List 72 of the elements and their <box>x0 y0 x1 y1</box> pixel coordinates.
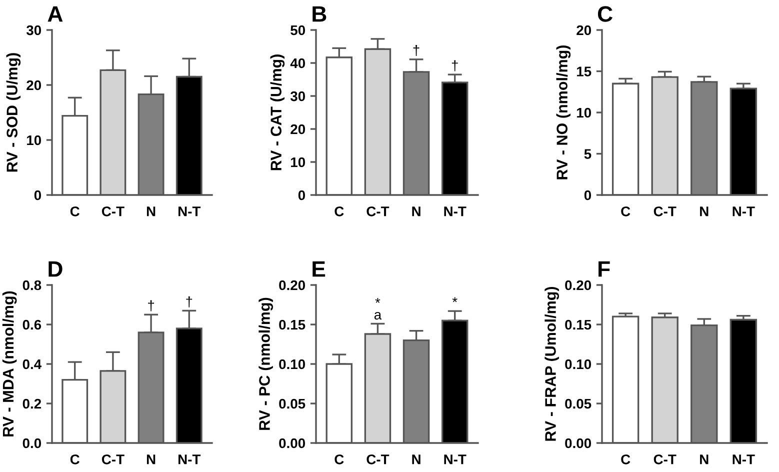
y-tick-label: 0.4 <box>22 359 42 370</box>
y-tick-label: 0.10 <box>565 359 592 370</box>
x-tick-label: C <box>621 454 630 464</box>
annotation: * a <box>374 298 382 320</box>
y-axis-title: RV - SOD (U/mg) <box>6 53 21 172</box>
x-tick-label: C-T <box>366 206 390 216</box>
x-tick-label: N <box>146 206 156 216</box>
y-tick-label: 0.0 <box>22 438 42 448</box>
y-tick-label: 20 <box>576 25 592 36</box>
y-axis-title: RV - CAT (U/mg) <box>270 54 285 170</box>
y-tick-label: 15 <box>577 66 592 76</box>
x-tick-label: N-T <box>444 454 466 464</box>
y-axis-title: RV - PC (nmol/mg) <box>258 298 273 430</box>
y-axis-title: RV - NO (nmol/mg) <box>556 45 571 180</box>
y-tick-label: 50 <box>290 25 306 36</box>
y-tick-label: 20 <box>26 80 42 90</box>
x-tick-label: N <box>412 454 420 464</box>
x-tick-label: N-T <box>732 454 755 464</box>
y-tick-label: 10 <box>27 135 42 146</box>
y-tick-label: 0.6 <box>22 320 42 330</box>
y-tick-label: 10 <box>577 108 592 118</box>
y-tick-label: 0.05 <box>565 398 592 409</box>
chart-title: C <box>598 6 612 22</box>
annotation: * <box>452 297 458 302</box>
x-tick-label: N-T <box>178 454 201 464</box>
annotation: † <box>148 300 154 312</box>
y-axis-title: RV - MDA (nmol/mg) <box>2 291 17 436</box>
x-tick-label: C <box>70 206 80 216</box>
x-tick-label: C-T <box>102 454 124 464</box>
x-tick-label: N-T <box>178 206 201 216</box>
y-tick-label: 0.20 <box>565 280 592 290</box>
y-tick-label: 10 <box>291 157 306 168</box>
y-tick-label: 0.10 <box>279 359 306 370</box>
x-tick-label: C <box>334 206 344 216</box>
chart-title: A <box>48 6 63 22</box>
y-tick-label: 0 <box>298 190 306 200</box>
x-tick-label: C-T <box>654 206 676 216</box>
x-tick-label: C <box>334 454 344 464</box>
y-tick-label: 0 <box>584 190 592 200</box>
y-tick-label: 30 <box>290 91 306 102</box>
y-axis-title: RV - FRAP (Umol/mg) <box>544 286 559 441</box>
y-tick-label: 0.15 <box>565 320 592 330</box>
x-tick-label: N-T <box>732 206 755 216</box>
x-tick-label: N <box>412 206 420 216</box>
y-tick-label: 0.00 <box>565 438 592 448</box>
x-tick-label: C <box>70 454 80 464</box>
chart-title: B <box>312 6 326 22</box>
annotation: † <box>452 60 458 72</box>
chart-title: D <box>48 261 62 277</box>
x-tick-label: N-T <box>444 206 466 216</box>
y-tick-label: 0.8 <box>22 280 42 290</box>
annotation: † <box>413 45 420 56</box>
y-tick-label: 30 <box>26 25 42 36</box>
y-tick-label: 40 <box>290 58 306 68</box>
x-tick-label: N <box>700 454 708 464</box>
x-tick-label: N <box>146 454 156 464</box>
x-tick-label: C-T <box>102 206 124 216</box>
chart-title: F <box>598 261 610 277</box>
x-tick-label: C-T <box>654 454 676 464</box>
y-tick-label: 5 <box>584 149 592 159</box>
y-tick-label: 20 <box>290 124 306 134</box>
y-tick-label: 0.00 <box>279 438 306 448</box>
x-tick-label: C <box>621 206 630 216</box>
x-tick-label: N <box>700 206 708 216</box>
y-tick-label: 0 <box>34 190 42 200</box>
y-tick-label: 0.15 <box>279 320 306 330</box>
y-tick-label: 0.05 <box>279 398 306 409</box>
y-tick-label: 0.20 <box>279 280 306 290</box>
x-tick-label: C-T <box>366 454 390 464</box>
chart-title: E <box>312 261 326 277</box>
y-tick-label: 0.2 <box>22 398 42 409</box>
annotation: † <box>186 296 192 308</box>
